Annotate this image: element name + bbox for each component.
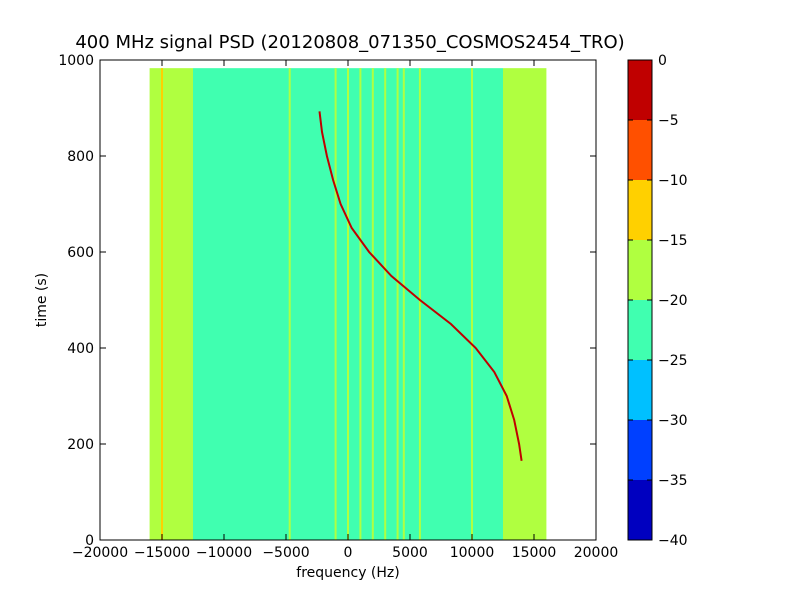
colorbar-band-4 bbox=[628, 240, 652, 300]
x-tick-label: 10000 bbox=[450, 545, 495, 561]
colorbar-tick-label: −25 bbox=[658, 353, 688, 369]
colorbar-bands bbox=[628, 60, 652, 540]
x-tick-label: 20000 bbox=[574, 545, 619, 561]
chart-title: 400 MHz signal PSD (20120808_071350_COSM… bbox=[75, 32, 624, 53]
x-axis-label: frequency (Hz) bbox=[296, 565, 399, 581]
colorbar-tick-label: −35 bbox=[658, 473, 688, 489]
plot-area: −20000 −15000 −10000 −5000 0 5000 10000 15000 20… bbox=[58, 53, 618, 561]
y-tick-label: 0 bbox=[85, 533, 94, 549]
colorbar-band-2 bbox=[628, 360, 652, 420]
carrier-lines bbox=[161, 68, 473, 540]
colorbar-band-0 bbox=[628, 480, 652, 540]
colorbar-tick-label: 0 bbox=[658, 53, 667, 69]
y-axis-ticks: 0 200 400 600 800 1000 bbox=[58, 53, 596, 549]
y-tick-label: 800 bbox=[67, 149, 94, 165]
colorbar-band-6 bbox=[628, 120, 652, 180]
colorbar-tick-label: −10 bbox=[658, 173, 688, 189]
x-axis-ticks: −20000 −15000 −10000 −5000 0 5000 10000 15000 20… bbox=[72, 60, 618, 561]
colorbar-band-1 bbox=[628, 420, 652, 480]
colorbar-ticks: −40 −35 −30 −25 −20 −15 −10 −5 0 bbox=[628, 53, 688, 549]
y-tick-label: 400 bbox=[67, 341, 94, 357]
colorbar-band-3 bbox=[628, 300, 652, 360]
y-axis-label: time (s) bbox=[34, 273, 50, 327]
colorbar-tick-label: −20 bbox=[658, 293, 688, 309]
colorbar-tick-label: −15 bbox=[658, 233, 688, 249]
colorbar-tick-label: −30 bbox=[658, 413, 688, 429]
y-tick-label: 1000 bbox=[58, 53, 94, 69]
doppler-curve bbox=[318, 111, 523, 461]
colorbar-tick-label: −5 bbox=[658, 113, 679, 129]
colorbar-band-7 bbox=[628, 60, 652, 120]
colorbar-tick-label: −40 bbox=[658, 533, 688, 549]
colorbar: −40 −35 −30 −25 −20 −15 −10 −5 0 bbox=[627, 53, 688, 549]
x-tick-label: 15000 bbox=[512, 545, 557, 561]
y-tick-label: 600 bbox=[67, 245, 94, 261]
x-tick-label: −5000 bbox=[262, 545, 309, 561]
x-tick-label: 0 bbox=[344, 545, 353, 561]
psd-region-2 bbox=[503, 68, 547, 540]
x-tick-label: −15000 bbox=[134, 545, 190, 561]
x-tick-label: −10000 bbox=[196, 545, 252, 561]
x-tick-label: −20000 bbox=[72, 545, 128, 561]
y-tick-label: 200 bbox=[67, 437, 94, 453]
colorbar-band-5 bbox=[628, 180, 652, 240]
psd-region-0 bbox=[149, 68, 193, 540]
x-tick-label: 5000 bbox=[392, 545, 428, 561]
